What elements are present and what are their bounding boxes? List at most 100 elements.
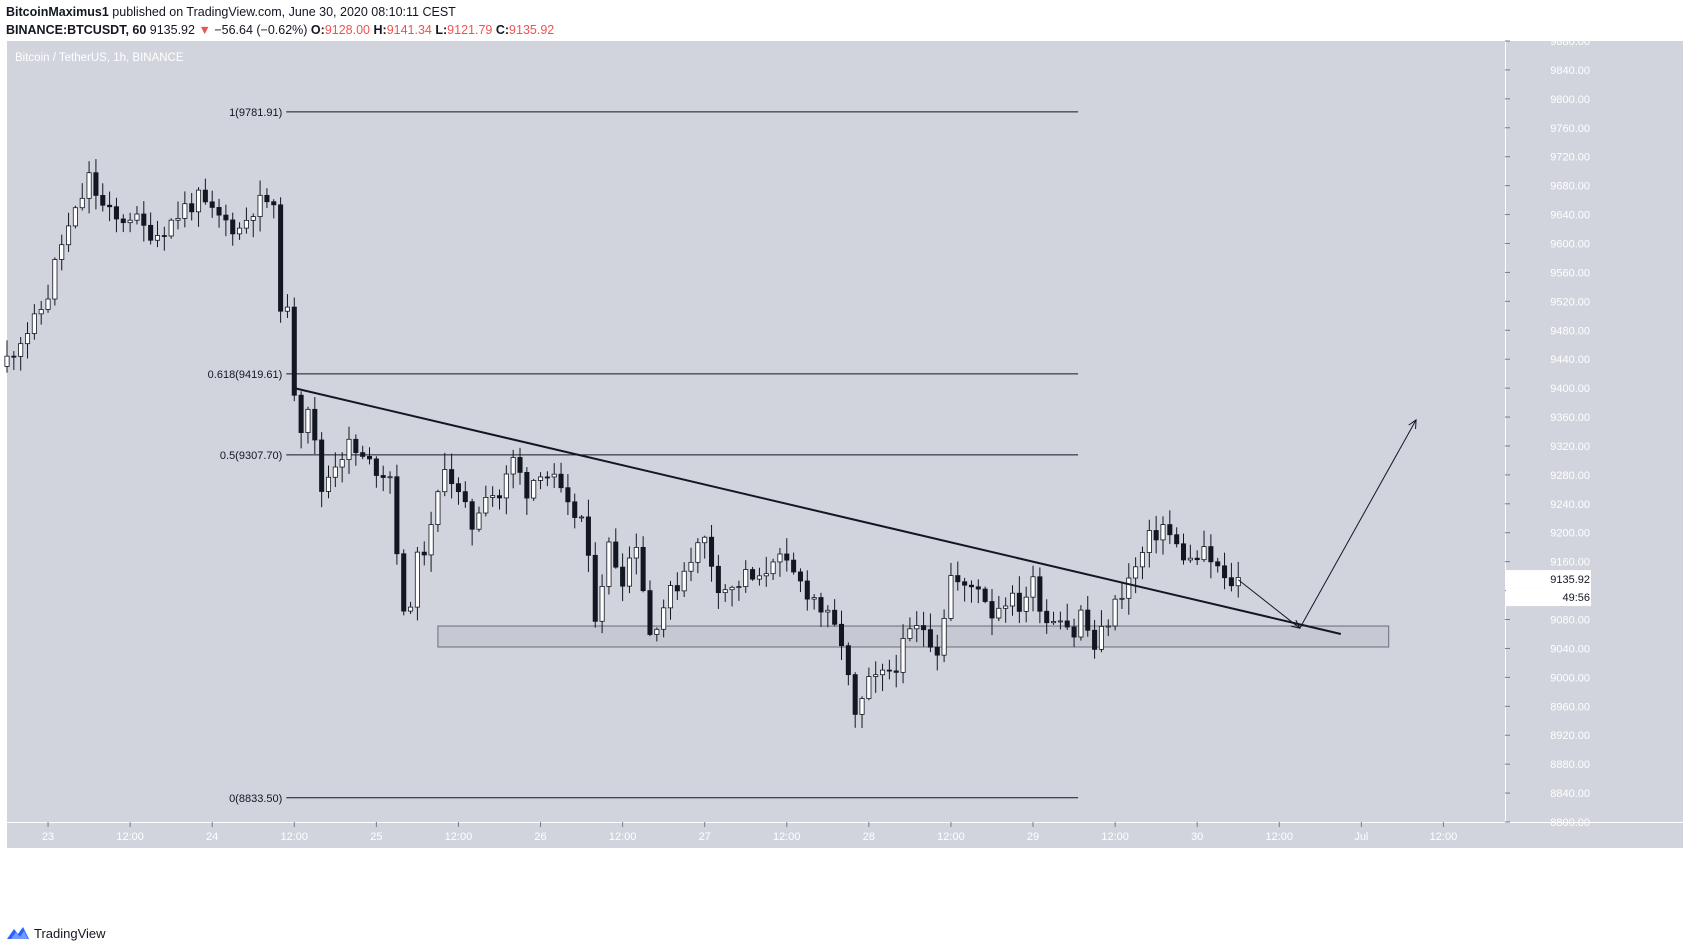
candle-up (1078, 609, 1084, 638)
candle-up (777, 553, 783, 563)
candle-up (633, 546, 639, 559)
time-tick-label: 25 (370, 831, 382, 843)
candle-up (1119, 597, 1125, 600)
candle-up (770, 561, 776, 575)
candle-up (1003, 605, 1009, 609)
last-price-tag (1506, 570, 1591, 589)
candle-down (1228, 577, 1234, 587)
plot-area[interactable] (7, 41, 1505, 822)
candle-up (606, 541, 612, 587)
candle-up (1160, 524, 1166, 541)
candle-down (202, 189, 208, 203)
low-label: L: (435, 23, 448, 37)
time-tick-label: 12:00 (937, 831, 965, 843)
candles (4, 159, 1241, 728)
candle-up (626, 557, 632, 587)
candle-up (866, 676, 872, 699)
candle-up (18, 343, 24, 357)
candle-down (921, 625, 927, 631)
time-axis[interactable] (7, 823, 1683, 848)
candle-down (271, 201, 277, 206)
candle-down (1064, 620, 1070, 628)
price-tick-label: 9320.00 (1550, 441, 1590, 453)
candle-down (791, 559, 797, 573)
candle-down (674, 585, 680, 592)
candle-up (237, 227, 243, 235)
candle-down (1215, 561, 1221, 567)
fib-retracement[interactable]: 1(9781.91) 0.618(9419.61) 0.5(9307.70) 0(88… (208, 107, 1079, 805)
candle-down (524, 471, 530, 499)
footer-brand-text: TradingView (34, 925, 106, 941)
candle-down (804, 580, 810, 600)
candle-down (1208, 546, 1214, 563)
candle-up (175, 218, 181, 221)
candle-up (1112, 598, 1118, 627)
candle-up (941, 618, 947, 656)
time-tick-label: 23 (42, 831, 54, 843)
price-tick-label: 8880.00 (1550, 759, 1590, 771)
support-zone-box (437, 625, 1390, 648)
candle-down (1037, 576, 1043, 612)
candle-up (695, 542, 701, 563)
candle-down (1153, 530, 1159, 541)
candle-down (640, 546, 646, 592)
candle-down (223, 214, 229, 221)
candle-down (380, 475, 386, 478)
ohlc-line: BINANCE:BTCUSDT, 60 9135.92 ▼ −56.64 (−0… (6, 23, 554, 37)
candle-up (1146, 530, 1152, 553)
time-tick-label: 12:00 (609, 831, 637, 843)
candle-down (161, 235, 167, 237)
price-axis[interactable] (1506, 41, 1683, 822)
candle-up (490, 495, 496, 498)
price-tick-label: 9720.00 (1550, 152, 1590, 164)
low-value: 9121.79 (447, 23, 493, 37)
candle-up (243, 219, 249, 229)
candle-up (59, 244, 65, 260)
candle-down (367, 456, 373, 460)
time-tick-label: 12:00 (773, 831, 801, 843)
candle-down (353, 438, 359, 454)
candle-down (1167, 524, 1173, 536)
price-tick-label: 9520.00 (1550, 296, 1590, 308)
candle-up (1030, 576, 1036, 598)
candle-down (469, 501, 475, 530)
price-tick-label: 8840.00 (1550, 788, 1590, 800)
candle-down (1016, 592, 1022, 612)
candle-up (414, 551, 420, 608)
price-tick-label: 9480.00 (1550, 325, 1590, 337)
candle-down (319, 439, 325, 492)
author-name[interactable]: BitcoinMaximus1 (6, 5, 109, 19)
candle-up (756, 575, 762, 580)
candle-down (927, 629, 933, 648)
candle-up (688, 561, 694, 572)
candle-up (811, 597, 817, 600)
candle-up (250, 216, 256, 221)
high-value: 9141.34 (386, 23, 432, 37)
price-tick-label: 9640.00 (1550, 210, 1590, 222)
projection-path (1237, 579, 1301, 629)
candle-up (599, 586, 605, 622)
candle-up (702, 536, 708, 544)
candle-up (1051, 621, 1057, 624)
time-tick-label: 12:00 (1101, 831, 1129, 843)
candle-down (1194, 557, 1200, 561)
price-tick-label: 9160.00 (1550, 557, 1590, 569)
price-tick-label: 9000.00 (1550, 672, 1590, 684)
candle-down (886, 669, 892, 672)
candle-up (579, 516, 585, 519)
descending-trendline (294, 387, 1342, 635)
time-tick-label: 26 (534, 831, 546, 843)
chart-header: BitcoinMaximus1 published on TradingView… (0, 0, 1683, 44)
candle-down (189, 203, 195, 213)
fib-level-label: 0.5(9307.70) (220, 450, 282, 462)
candle-down (93, 172, 99, 196)
candle-down (455, 483, 461, 493)
candle-up (859, 698, 865, 715)
candle-down (264, 194, 270, 203)
candle-down (120, 218, 126, 224)
candle-up (1098, 626, 1104, 650)
candle-down (113, 206, 119, 220)
price-tick-label: 9560.00 (1550, 267, 1590, 279)
tradingview-logo-icon (7, 927, 29, 939)
